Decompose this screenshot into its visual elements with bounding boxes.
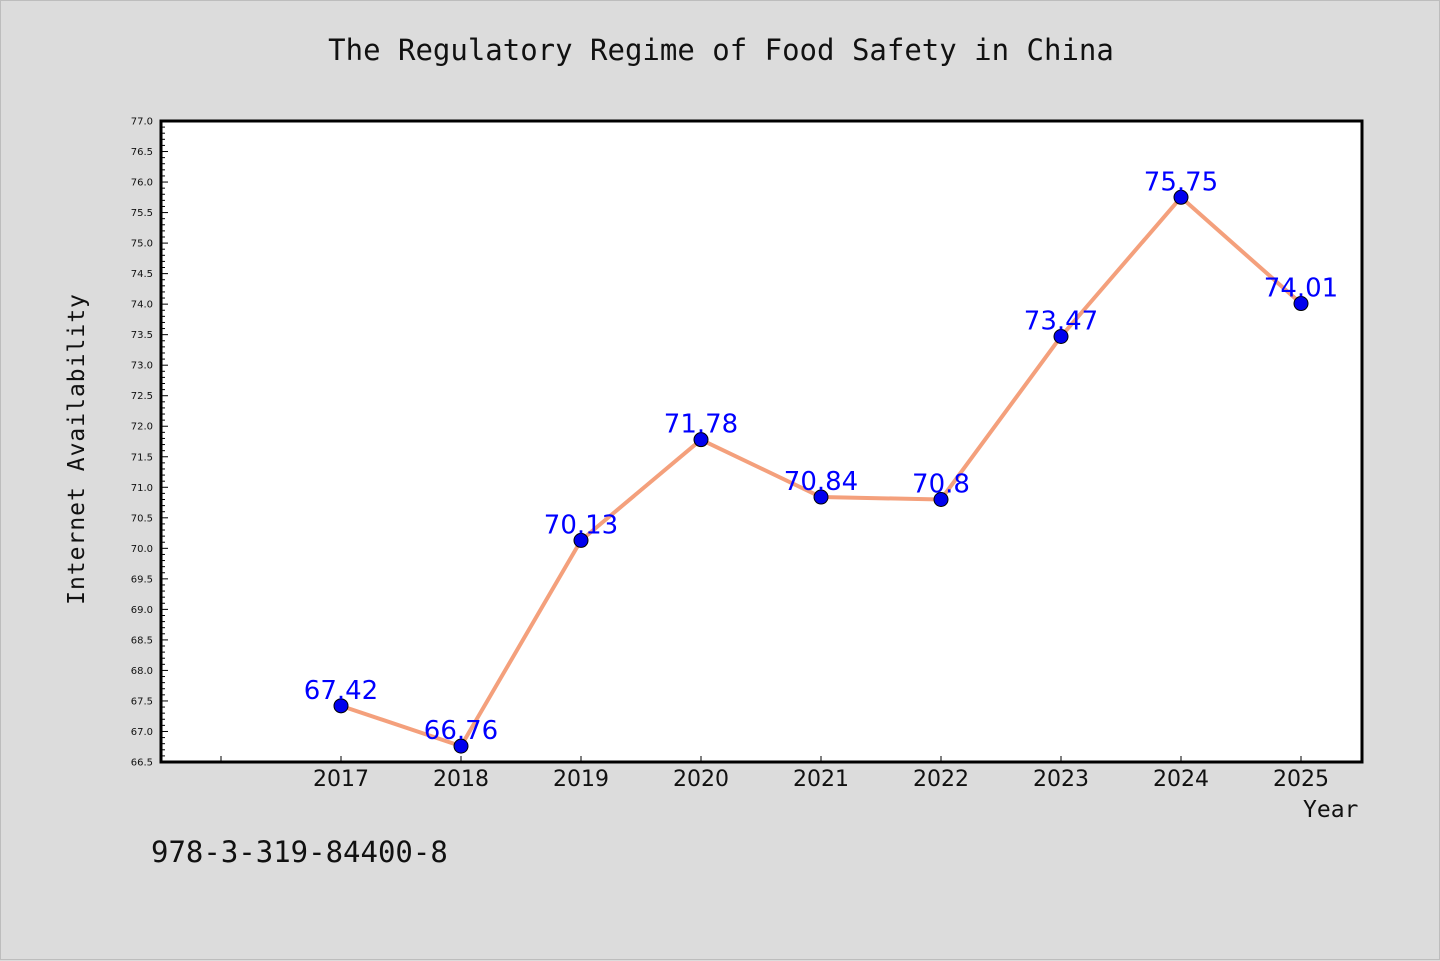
x-tick-label: 2018	[433, 767, 489, 792]
data-label: 67.42	[304, 676, 378, 706]
y-axis: 66.5 67.0 67.5 68.0 68.5 69.0 69.5 70.0 70.5 71.0…	[131, 117, 168, 769]
data-label: 71.78	[664, 410, 738, 440]
y-tick-label: 74.0	[131, 300, 153, 311]
data-label: 73.47	[1024, 306, 1098, 336]
y-tick-label: 70.5	[131, 513, 153, 524]
y-tick-label: 76.5	[131, 147, 153, 158]
y-tick-label: 73.5	[131, 330, 153, 341]
y-tick-label: 67.0	[131, 727, 153, 738]
x-axis-label: Year	[1303, 797, 1359, 823]
data-point	[693, 432, 709, 448]
data-label: 70.84	[784, 467, 858, 497]
y-tick-label: 75.0	[131, 239, 153, 250]
x-axis: 2017 2018 2019 2020 2021 2022 2023 2024 2025	[220, 756, 1329, 792]
x-tick-label: 2017	[313, 767, 369, 792]
y-tick-label: 75.5	[131, 208, 153, 219]
y-tick-label: 72.0	[131, 422, 153, 433]
data-point	[453, 738, 469, 754]
y-tick-label: 72.5	[131, 391, 153, 402]
y-tick-label: 67.5	[131, 696, 153, 707]
x-tick-label: 2023	[1033, 767, 1089, 792]
y-tick-label: 66.5	[131, 758, 153, 769]
y-tick-label: 77.0	[131, 117, 153, 128]
data-label: 66.76	[424, 716, 498, 746]
data-label: 74.01	[1264, 274, 1338, 304]
x-tick-label: 2024	[1153, 767, 1209, 792]
x-tick-label: 2025	[1273, 767, 1329, 792]
isbn-text: 978-3-319-84400-8	[151, 835, 448, 869]
data-label: 70.8	[912, 469, 970, 499]
plot-area	[159, 119, 1364, 764]
y-tick-label: 69.0	[131, 605, 153, 616]
data-point	[333, 698, 349, 714]
y-tick-label: 71.5	[131, 452, 153, 463]
series-group: 67.42 66.76 70.13 71.78 70.84 70.8 73.47 75.75 7…	[304, 167, 1338, 754]
y-tick-label: 71.0	[131, 483, 153, 494]
x-tick-label: 2020	[673, 767, 729, 792]
x-tick-label: 2022	[913, 767, 969, 792]
data-label: 70.13	[544, 510, 618, 540]
x-tick-label: 2019	[553, 767, 609, 792]
y-tick-label: 68.5	[131, 635, 153, 646]
data-point	[1293, 296, 1309, 312]
data-point	[933, 491, 949, 507]
x-tick-label: 2021	[793, 767, 849, 792]
data-point	[813, 489, 829, 505]
y-tick-label: 70.0	[131, 544, 153, 555]
y-tick-label: 76.0	[131, 178, 153, 189]
data-point	[1053, 328, 1069, 344]
data-label: 75.75	[1144, 167, 1218, 197]
chart-title: The Regulatory Regime of Food Safety in …	[328, 33, 1114, 67]
y-tick-label: 68.0	[131, 666, 153, 677]
y-tick-label: 74.5	[131, 269, 153, 280]
data-point	[1173, 189, 1189, 205]
y-tick-label: 69.5	[131, 574, 153, 585]
y-tick-label: 73.0	[131, 361, 153, 372]
data-point	[573, 532, 589, 548]
